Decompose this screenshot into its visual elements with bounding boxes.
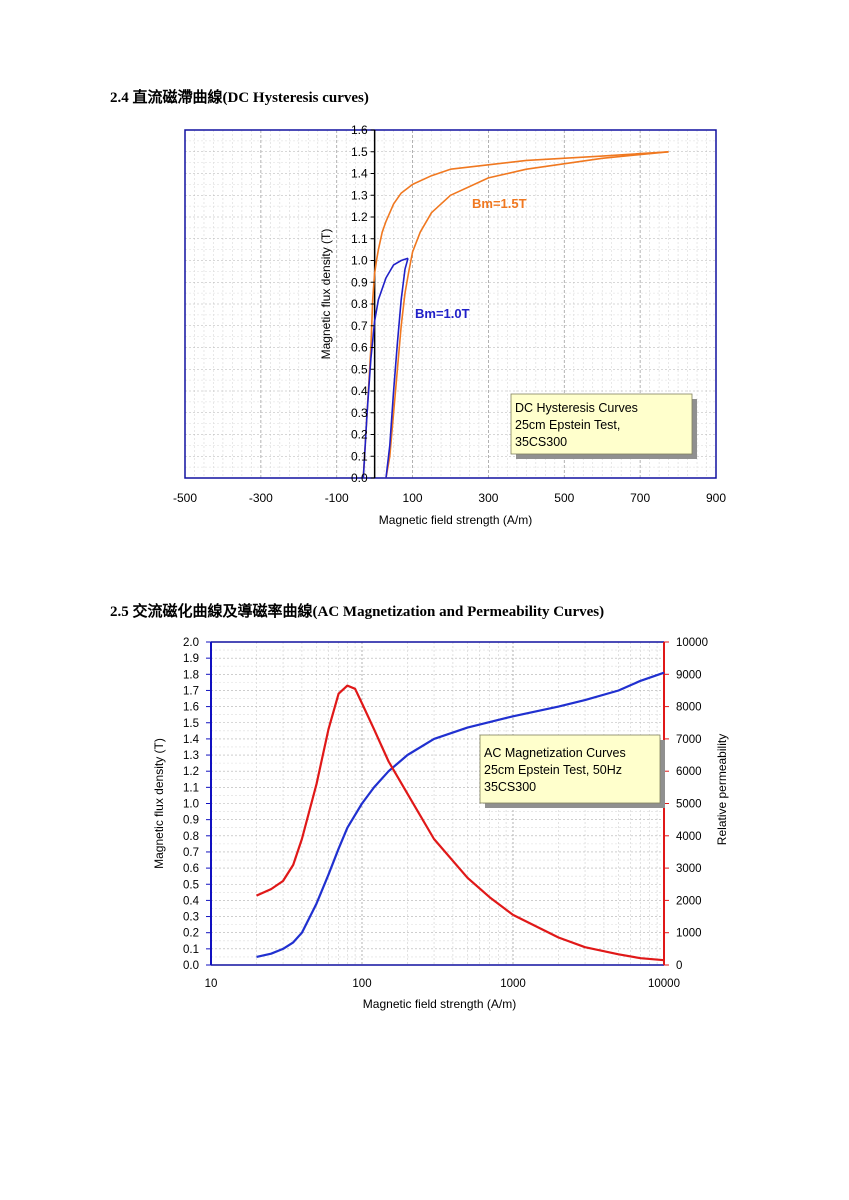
y-tick-label: 0.8 (351, 297, 368, 311)
y-tick-label: 0.7 (183, 847, 199, 859)
x-tick-label: 1000 (500, 978, 526, 990)
y2-tick-label: 7000 (676, 734, 702, 746)
y-tick-label: 0.2 (183, 928, 199, 940)
flux-density-curve (256, 671, 665, 958)
y-tick-label: 1.5 (183, 718, 199, 730)
y-tick-label: 1.9 (183, 653, 199, 665)
x-tick-label: 500 (554, 491, 574, 505)
annotation-line: 35CS300 (515, 435, 567, 449)
y-tick-label: 1.3 (351, 188, 368, 202)
y2-tick-label: 9000 (676, 669, 702, 681)
x-tick-label: -300 (249, 491, 273, 505)
y-axis-label: Magnetic flux density (T) (152, 738, 166, 869)
y2-tick-label: 10000 (676, 637, 708, 649)
y-tick-label: 0.0 (351, 471, 368, 485)
y-tick-label: 0.5 (183, 879, 199, 891)
annotation-line: AC Magnetization Curves (484, 746, 626, 760)
y-tick-label: 1.1 (351, 232, 368, 246)
curve-label-bm-1-5: Bm=1.5T (472, 196, 527, 211)
y-tick-label: 0.9 (351, 275, 368, 289)
y2-tick-label: 6000 (676, 766, 702, 778)
hysteresis-curve-bm-1-0-upper (362, 257, 409, 479)
y-axis-label: Magnetic flux density (T) (319, 229, 333, 360)
x-axis-label: Magnetic field strength (A/m) (363, 997, 516, 1011)
section-heading-ac-magnetization: 2.5 交流磁化曲線及導磁率曲線(AC Magnetization and Pe… (110, 604, 605, 620)
y2-axis-label: Relative permeability (715, 734, 729, 845)
hysteresis-curve-bm-1-0-lower (385, 258, 409, 479)
y-tick-label: 1.6 (351, 123, 368, 137)
y-tick-label: 1.4 (183, 734, 200, 746)
y-tick-label: 0.0 (183, 960, 199, 972)
annotation-line: 35CS300 (484, 780, 536, 794)
x-tick-label: 10 (205, 978, 218, 990)
y-tick-label: 0.3 (183, 912, 199, 924)
y-tick-label: 1.0 (183, 799, 199, 811)
y-tick-label: 0.4 (183, 895, 200, 907)
y-tick-label: 1.3 (183, 750, 199, 762)
section-heading-dc-hysteresis: 2.4 直流磁滯曲線(DC Hysteresis curves) (110, 90, 369, 106)
ac-magnetization-chart: 10 100 1000 10000 0.00.10.20.30.40.50.60.70… (152, 637, 729, 1011)
x-tick-label: 10000 (648, 978, 680, 990)
x-tick-label: 300 (478, 491, 498, 505)
y2-tick-label: 1000 (676, 928, 702, 940)
annotation-line: 25cm Epstein Test, 50Hz (484, 763, 622, 777)
y-tick-label: 1.4 (351, 167, 368, 181)
x-tick-label: -100 (325, 491, 349, 505)
x-tick-label: 100 (352, 978, 371, 990)
hysteresis-curve-bm-1-5-upper (362, 151, 669, 479)
hysteresis-curve-bm-1-5-lower (385, 151, 669, 479)
y-tick-label: 1.2 (183, 766, 199, 778)
y2-tick-label: 3000 (676, 863, 702, 875)
x-tick-label: 900 (706, 491, 726, 505)
y-tick-label: 1.0 (351, 254, 368, 268)
y2-tick-label: 4000 (676, 831, 702, 843)
x-tick-label: -500 (173, 491, 197, 505)
curve-label-bm-1-0: Bm=1.0T (415, 306, 470, 321)
y2-tick-label: 2000 (676, 895, 702, 907)
y-tick-label: 0.7 (351, 319, 368, 333)
y-tick-label: 1.6 (183, 702, 199, 714)
y-tick-label: 1.7 (183, 685, 199, 697)
x-tick-label: 100 (403, 491, 423, 505)
annotation-box: DC Hysteresis Curves 25cm Epstein Test, … (510, 393, 697, 459)
y2-tick-label: 0 (676, 960, 682, 972)
annotation-line: 25cm Epstein Test, (515, 418, 620, 432)
y2-tick-label: 5000 (676, 799, 702, 811)
y-tick-label: 1.8 (183, 669, 199, 681)
y-tick-label: 0.1 (183, 944, 199, 956)
y-tick-label: 0.2 (351, 428, 368, 442)
x-tick-label: 700 (630, 491, 650, 505)
y-tick-label: 0.6 (183, 863, 199, 875)
y-tick-label: 2.0 (183, 637, 199, 649)
y-tick-label: 0.8 (183, 831, 199, 843)
permeability-curve (256, 684, 665, 962)
y-tick-label: 1.5 (351, 145, 368, 159)
y-tick-label: 0.9 (183, 815, 199, 827)
y-tick-label: 1.1 (183, 782, 199, 794)
plot-area-frame (184, 129, 717, 479)
y-tick-label: 0.4 (351, 384, 368, 398)
y2-tick-label: 8000 (676, 702, 702, 714)
y-tick-label: 0.5 (351, 362, 368, 376)
y-tick-label: 0.6 (351, 341, 368, 355)
annotation-line: DC Hysteresis Curves (515, 401, 638, 415)
y-tick-label: 0.1 (351, 449, 368, 463)
x-axis-label: Magnetic field strength (A/m) (379, 513, 532, 527)
annotation-box: AC Magnetization Curves 25cm Epstein Tes… (479, 734, 665, 808)
y-tick-label: 1.2 (351, 210, 368, 224)
dc-hysteresis-chart: -500 -300 -100 100 300 500 700 900 0.0 0.1 0.2 0.3… (173, 123, 726, 527)
y-tick-label: 0.3 (351, 406, 368, 420)
